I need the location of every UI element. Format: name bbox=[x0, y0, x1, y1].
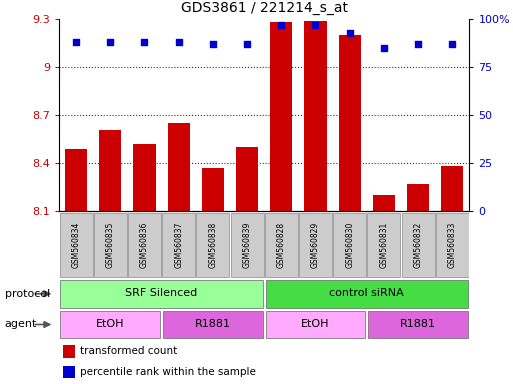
Bar bbox=[436, 213, 469, 277]
Point bbox=[106, 39, 114, 45]
Bar bbox=[304, 21, 327, 211]
Point bbox=[174, 39, 183, 45]
Bar bbox=[61, 311, 160, 338]
Bar bbox=[99, 130, 122, 211]
Bar bbox=[128, 213, 161, 277]
Bar bbox=[133, 144, 155, 211]
Bar bbox=[61, 280, 263, 308]
Text: R1881: R1881 bbox=[400, 319, 436, 329]
Bar bbox=[94, 213, 127, 277]
Text: protocol: protocol bbox=[5, 289, 50, 299]
Bar bbox=[63, 366, 74, 378]
Text: transformed count: transformed count bbox=[80, 346, 177, 356]
Bar bbox=[266, 280, 468, 308]
Point bbox=[448, 41, 457, 47]
Bar bbox=[265, 213, 298, 277]
Text: GSM560835: GSM560835 bbox=[106, 222, 115, 268]
Bar bbox=[196, 213, 229, 277]
Point bbox=[72, 39, 80, 45]
Bar bbox=[231, 213, 264, 277]
Text: R1881: R1881 bbox=[195, 319, 231, 329]
Point bbox=[380, 45, 388, 51]
Text: control siRNA: control siRNA bbox=[329, 288, 404, 298]
Bar bbox=[368, 311, 468, 338]
Point bbox=[311, 22, 320, 28]
Text: GSM560831: GSM560831 bbox=[380, 222, 388, 268]
Bar bbox=[402, 213, 435, 277]
Bar bbox=[60, 213, 92, 277]
Text: EtOH: EtOH bbox=[301, 319, 330, 329]
Bar bbox=[373, 195, 395, 211]
Bar bbox=[236, 147, 258, 211]
Bar bbox=[367, 213, 400, 277]
Bar bbox=[63, 345, 74, 358]
Text: GSM560839: GSM560839 bbox=[243, 222, 251, 268]
Text: GSM560834: GSM560834 bbox=[72, 222, 81, 268]
Bar bbox=[339, 35, 361, 211]
Bar bbox=[202, 168, 224, 211]
Point bbox=[209, 41, 217, 47]
Text: GSM560838: GSM560838 bbox=[208, 222, 218, 268]
Bar bbox=[270, 22, 292, 211]
Bar bbox=[333, 213, 366, 277]
Text: SRF Silenced: SRF Silenced bbox=[126, 288, 198, 298]
Point bbox=[141, 39, 149, 45]
Text: GSM560832: GSM560832 bbox=[413, 222, 423, 268]
Bar bbox=[299, 213, 332, 277]
Text: GSM560833: GSM560833 bbox=[448, 222, 457, 268]
Bar bbox=[407, 184, 429, 211]
Bar bbox=[266, 311, 365, 338]
Text: GSM560829: GSM560829 bbox=[311, 222, 320, 268]
Point bbox=[346, 30, 354, 36]
Text: GSM560830: GSM560830 bbox=[345, 222, 354, 268]
Text: GSM560828: GSM560828 bbox=[277, 222, 286, 268]
Text: agent: agent bbox=[5, 319, 37, 329]
Bar bbox=[441, 166, 463, 211]
Point bbox=[277, 22, 285, 28]
Point bbox=[414, 41, 422, 47]
Title: GDS3861 / 221214_s_at: GDS3861 / 221214_s_at bbox=[181, 2, 348, 15]
Bar bbox=[168, 123, 190, 211]
Text: EtOH: EtOH bbox=[96, 319, 125, 329]
Text: GSM560836: GSM560836 bbox=[140, 222, 149, 268]
Bar bbox=[65, 149, 87, 211]
Text: percentile rank within the sample: percentile rank within the sample bbox=[80, 367, 255, 377]
Point bbox=[243, 41, 251, 47]
Bar bbox=[163, 311, 263, 338]
Text: GSM560837: GSM560837 bbox=[174, 222, 183, 268]
Bar bbox=[162, 213, 195, 277]
